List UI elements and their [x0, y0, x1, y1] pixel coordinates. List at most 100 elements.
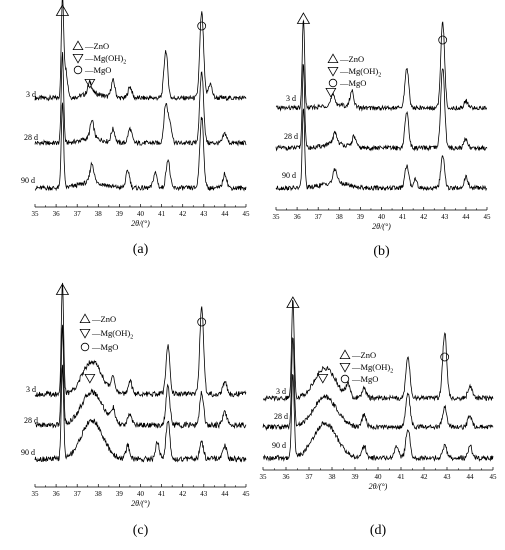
legend-entry: —MgO	[84, 65, 111, 75]
series-label: 3 d	[26, 385, 36, 394]
x-tick-label: 36	[53, 210, 61, 218]
mgo-peak-marker	[438, 35, 448, 45]
panel-d: 35 36 37 38 39 40 41 42 43 44 45 2θ/(°) 3 d 28 d 90 d —…	[260, 296, 498, 538]
x-tick-label: 39	[352, 473, 360, 481]
x-tick-label: 36	[53, 490, 61, 498]
legend-label: —ZnO	[339, 54, 364, 64]
legend-mgo-marker	[340, 374, 350, 384]
legend-label: —ZnO	[351, 350, 376, 360]
x-tick-label: 35	[273, 213, 281, 221]
legend-entry: —ZnO	[351, 350, 376, 360]
x-tick-label: 39	[116, 490, 124, 498]
x-tick-label: 39	[357, 213, 365, 221]
series-label: 28 d	[274, 412, 288, 421]
x-axis-title: 2θ/(°)	[372, 222, 391, 231]
zno-peak-marker	[55, 283, 70, 295]
mgoh2-peak-marker	[325, 88, 337, 98]
x-tick-label: 39	[116, 210, 124, 218]
legend-entry: —ZnO	[91, 314, 116, 324]
series-line-90d	[34, 102, 247, 192]
legend-zno-marker	[79, 313, 91, 324]
panel-caption: (a)	[133, 242, 149, 257]
x-tick-label: 44	[467, 473, 475, 481]
zno-peak-marker	[296, 12, 311, 24]
x-tick-label: 40	[137, 490, 145, 498]
panel-b: 35 36 37 38 39 40 41 42 43 44 45 2θ/(°) 3 d 28 d 90 d —…	[273, 12, 492, 259]
legend-entry: —ZnO	[84, 41, 109, 51]
x-tick-label: 37	[74, 490, 82, 498]
series-line-28d	[34, 52, 247, 147]
legend-mgo-marker	[73, 65, 83, 75]
x-tick-label: 38	[329, 473, 337, 481]
series-label: 28 d	[284, 132, 298, 141]
legend-label: —Mg(OH)	[351, 362, 390, 372]
x-tick-label: 37	[315, 213, 323, 221]
series-line-28d	[262, 337, 494, 432]
series-label: 3 d	[276, 387, 286, 396]
legend-entry: —MgO	[91, 342, 118, 352]
x-tick-label: 44	[221, 210, 229, 218]
x-tick-label: 40	[137, 210, 145, 218]
x-tick-label: 41	[158, 490, 166, 498]
legend-label: —ZnO	[84, 41, 109, 51]
x-tick-label: 35	[32, 210, 40, 218]
series-label: 3 d	[286, 94, 296, 103]
legend-mgo-marker	[328, 78, 338, 88]
x-tick-label: 36	[294, 213, 302, 221]
x-tick-label: 45	[243, 490, 251, 498]
legend-entry: —MgO	[351, 374, 378, 384]
x-axis-title: 2θ/(°)	[369, 482, 388, 491]
panel-caption: (b)	[373, 244, 390, 259]
series-line-3d	[34, 0, 247, 102]
x-axis-title: 2θ/(°)	[131, 219, 150, 228]
x-tick-label: 45	[484, 213, 492, 221]
legend-subscript: 2	[130, 335, 133, 341]
zno-peak-marker	[286, 296, 300, 308]
x-tick-label: 36	[283, 473, 291, 481]
x-tick-label: 45	[490, 473, 498, 481]
legend-entry: —Mg(OH)2	[84, 53, 126, 66]
series-label: 90 d	[282, 171, 296, 180]
mgoh2-peak-marker	[317, 373, 329, 384]
x-tick-label: 42	[420, 213, 428, 221]
x-tick-label: 44	[221, 490, 229, 498]
panel-caption: (c)	[133, 523, 149, 538]
series-line-90d	[262, 374, 494, 462]
legend-entry: —MgO	[339, 78, 366, 88]
panel-c: 35 36 37 38 39 40 41 42 43 44 45 2θ/(°) 3 d 28 d 90 d —…	[21, 282, 251, 538]
legend-label: —Mg(OH)	[339, 66, 378, 76]
panel-a: 35 36 37 38 39 40 41 42 43 44 45 2θ/(°) 3 d 28 d 90 d —…	[21, 0, 250, 257]
legend-subscript: 2	[123, 60, 126, 66]
legend-mgo-marker	[80, 342, 90, 352]
mgoh2-peak-marker	[84, 373, 96, 384]
legend-label: —MgO	[91, 342, 118, 352]
series-line-28d	[34, 324, 247, 430]
legend-mgoh2-marker	[72, 54, 84, 64]
legend-entry: —Mg(OH)2	[339, 66, 381, 79]
legend-entry: —Mg(OH)2	[91, 328, 133, 341]
x-tick-label: 42	[421, 473, 429, 481]
legend-zno-marker	[72, 40, 84, 50]
series-line-90d	[34, 364, 247, 463]
series-label: 28 d	[24, 416, 38, 425]
legend-mgoh2-marker	[339, 362, 351, 373]
legend-entry: —Mg(OH)2	[351, 362, 393, 375]
x-tick-label: 42	[179, 490, 187, 498]
x-tick-label: 37	[74, 210, 82, 218]
legend-label: —ZnO	[91, 314, 116, 324]
series-line-3d	[262, 300, 494, 402]
x-tick-label: 42	[179, 210, 187, 218]
x-tick-label: 43	[441, 213, 449, 221]
series-label: 90 d	[21, 176, 35, 185]
panel-caption: (d)	[370, 523, 387, 538]
x-tick-label: 38	[336, 213, 344, 221]
mgo-peak-marker	[197, 317, 207, 327]
x-tick-label: 43	[200, 210, 208, 218]
legend-subscript: 2	[390, 369, 393, 375]
x-tick-label: 41	[398, 473, 406, 481]
legend-label: —MgO	[84, 65, 111, 75]
legend-label: —Mg(OH)	[84, 53, 123, 63]
mgoh2-peak-marker	[84, 79, 96, 89]
legend-label: —MgO	[351, 374, 378, 384]
